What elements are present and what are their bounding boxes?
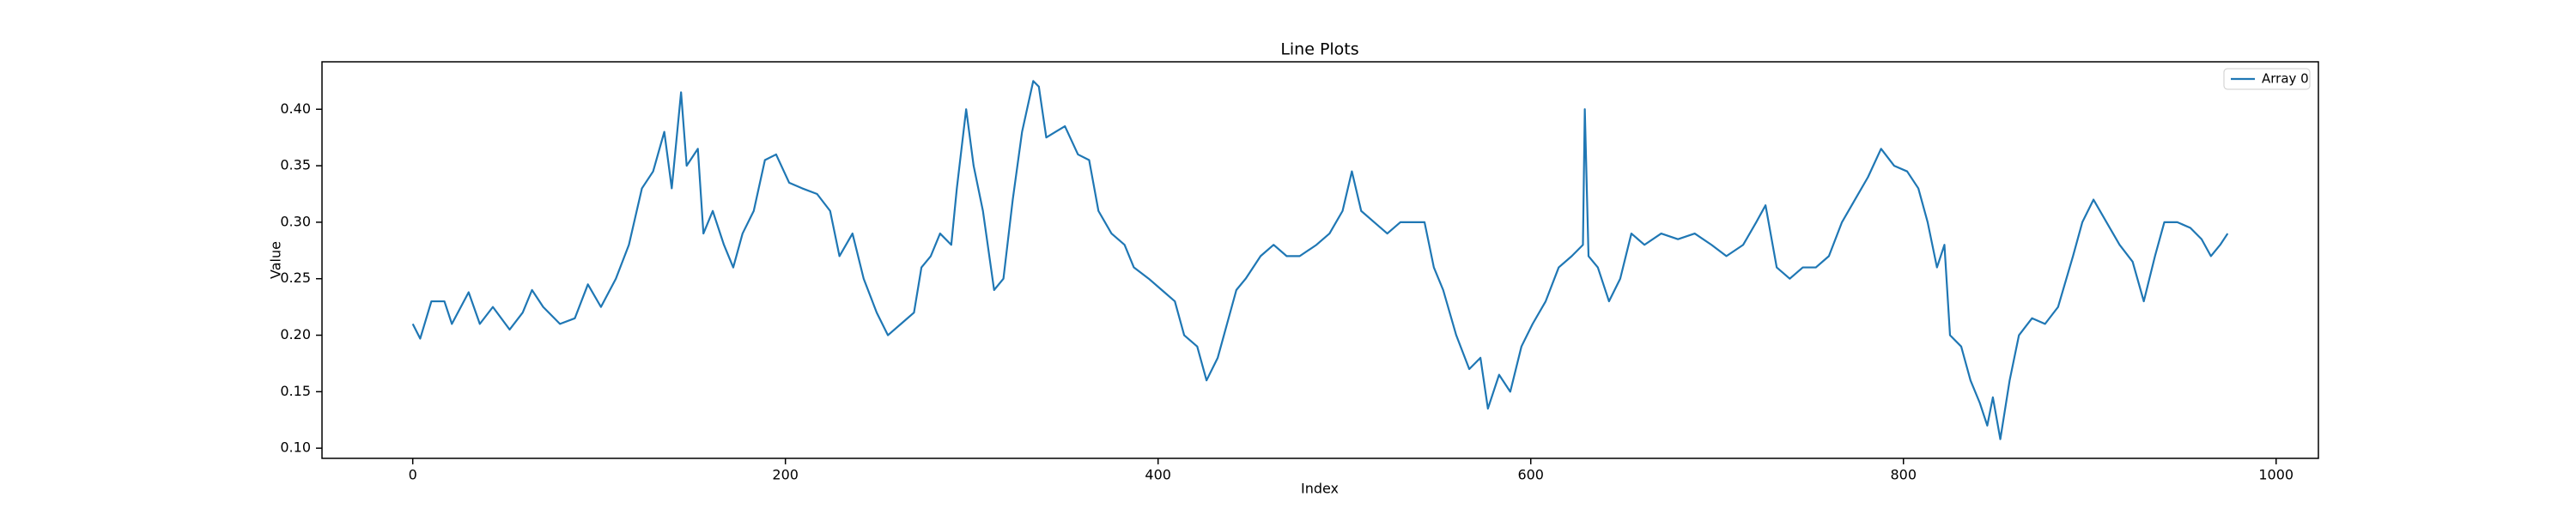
- y-tick-label: 0.30: [280, 213, 311, 229]
- plot-frame: [321, 61, 2319, 459]
- y-tick-label: 0.10: [280, 439, 311, 456]
- chart-title: Line Plots: [1280, 40, 1358, 59]
- y-tick-label: 0.25: [280, 270, 311, 286]
- y-axis-label: Value: [268, 241, 284, 279]
- x-tick-label: 200: [772, 467, 799, 483]
- y-tick-label: 0.15: [280, 383, 311, 399]
- legend-box: [2223, 68, 2311, 90]
- y-tick-label: 0.35: [280, 157, 311, 173]
- legend-label: Array 0: [2262, 71, 2309, 87]
- y-tick-label: 0.20: [280, 326, 311, 342]
- x-tick-label: 0: [409, 467, 417, 483]
- x-tick-label: 1000: [2258, 467, 2293, 483]
- x-tick-label: 400: [1145, 467, 1171, 483]
- x-axis-label: Index: [1301, 481, 1339, 497]
- x-tick-label: 800: [1890, 467, 1917, 483]
- x-tick-label: 600: [1517, 467, 1544, 483]
- data-line: [411, 80, 2229, 440]
- y-tick-label: 0.40: [280, 100, 311, 117]
